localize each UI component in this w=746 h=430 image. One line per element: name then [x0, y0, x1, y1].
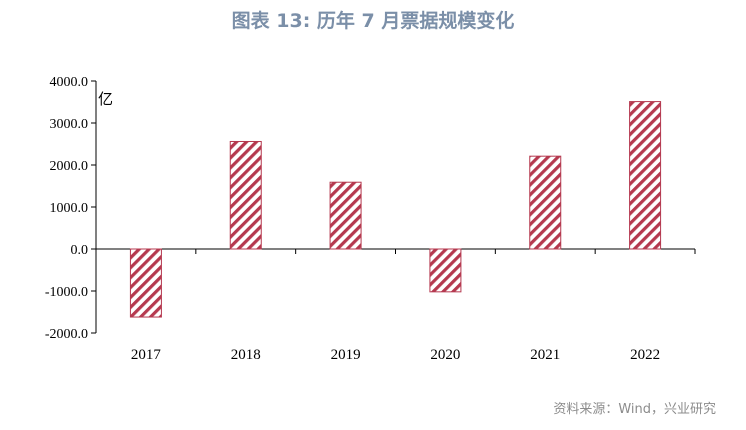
x-tick-labels: 2017 2018 2019 2020 2021 2022	[131, 347, 660, 363]
bars	[129, 101, 662, 318]
y-tick-labels: 4000.0 3000.0 2000.0 1000.0 0.0 -1000.0 -2000.…	[45, 75, 88, 342]
x-tick-label: 2021	[530, 347, 560, 363]
axes	[91, 80, 696, 334]
chart-title: 图表 13: 历年 7 月票据规模变化	[231, 10, 515, 32]
y-tick-label: 0.0	[71, 243, 89, 258]
y-tick-label: 3000.0	[50, 117, 89, 132]
x-tick-label: 2019	[331, 347, 361, 363]
bar-2021	[529, 155, 562, 250]
y-tick-label: -1000.0	[45, 285, 88, 300]
x-tick-label: 2020	[430, 347, 460, 363]
bar-2019	[329, 181, 362, 250]
bar-2018	[229, 140, 262, 250]
y-tick-label: 1000.0	[50, 201, 89, 216]
bar-2017	[129, 248, 162, 318]
source-note: 资料来源：Wind，兴业研究	[553, 402, 716, 417]
y-unit-label: 亿	[98, 90, 113, 108]
y-tick-label: -2000.0	[45, 327, 88, 342]
x-tick-label: 2017	[131, 347, 162, 363]
y-tick-label: 4000.0	[50, 75, 89, 90]
bar-2020	[429, 248, 462, 293]
x-tick-label: 2022	[630, 347, 660, 363]
x-tick-label: 2018	[231, 347, 261, 363]
bar-2022	[629, 101, 662, 250]
y-tick-label: 2000.0	[50, 159, 89, 174]
